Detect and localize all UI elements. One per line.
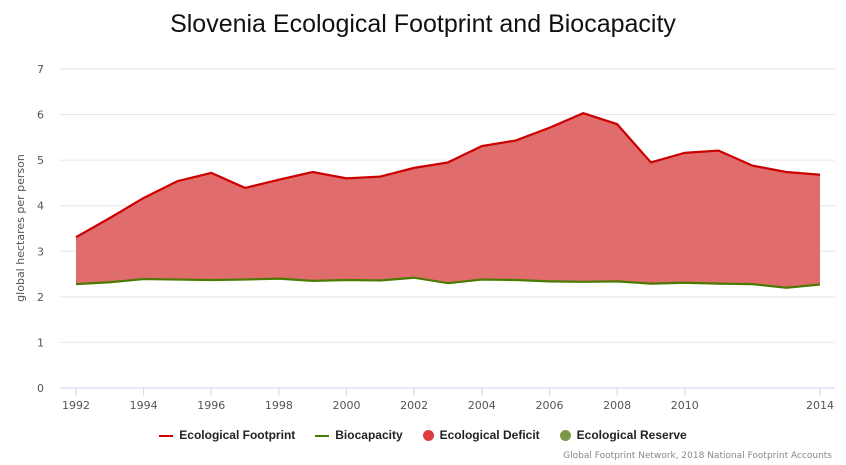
legend-label: Biocapacity bbox=[335, 428, 403, 442]
x-tick-label: 2004 bbox=[468, 399, 496, 412]
y-tick-label: 0 bbox=[37, 382, 44, 395]
legend-dot-icon bbox=[422, 430, 434, 442]
legend-item[interactable]: Ecological Reserve bbox=[559, 428, 687, 442]
x-tick-label: 2008 bbox=[603, 399, 631, 412]
chart-title: Slovenia Ecological Footprint and Biocap… bbox=[170, 10, 676, 38]
x-tick-label: 1994 bbox=[130, 399, 158, 412]
legend-label: Ecological Deficit bbox=[439, 428, 540, 442]
x-tick-label: 2000 bbox=[333, 399, 361, 412]
legend-dot-icon bbox=[559, 430, 571, 442]
deficit-area bbox=[76, 113, 820, 288]
legend: Ecological Footprint Biocapacity Ecologica… bbox=[0, 428, 846, 442]
y-axis-label: global hectares per person bbox=[14, 154, 27, 302]
y-tick-label: 5 bbox=[37, 154, 44, 167]
y-tick-label: 7 bbox=[37, 63, 44, 76]
legend-line-icon bbox=[315, 434, 330, 437]
x-tick-label: 1992 bbox=[62, 399, 90, 412]
legend-item[interactable]: Biocapacity bbox=[315, 428, 403, 442]
legend-label: Ecological Reserve bbox=[576, 428, 687, 442]
x-tick-label: 2006 bbox=[535, 399, 563, 412]
x-tick-label: 2014 bbox=[806, 399, 834, 412]
y-tick-label: 6 bbox=[37, 109, 44, 122]
y-tick-label: 2 bbox=[37, 291, 44, 304]
x-tick-label: 2002 bbox=[400, 399, 428, 412]
x-tick-label: 1998 bbox=[265, 399, 293, 412]
chart-plot: 0 1 2 3 4 5 6 7 global hectares per person 1992 19… bbox=[14, 63, 835, 412]
credit-text: Global Footprint Network, 2018 National … bbox=[563, 451, 832, 461]
legend-label: Ecological Footprint bbox=[179, 428, 296, 442]
y-tick-label: 4 bbox=[37, 200, 44, 213]
x-tick-label: 1996 bbox=[197, 399, 225, 412]
legend-item[interactable]: Ecological Footprint bbox=[159, 428, 295, 442]
y-tick-label: 3 bbox=[37, 245, 44, 258]
y-tick-label: 1 bbox=[37, 336, 44, 349]
legend-line-icon bbox=[159, 434, 174, 437]
x-tick-label: 2010 bbox=[671, 399, 699, 412]
legend-item[interactable]: Ecological Deficit bbox=[422, 428, 540, 442]
